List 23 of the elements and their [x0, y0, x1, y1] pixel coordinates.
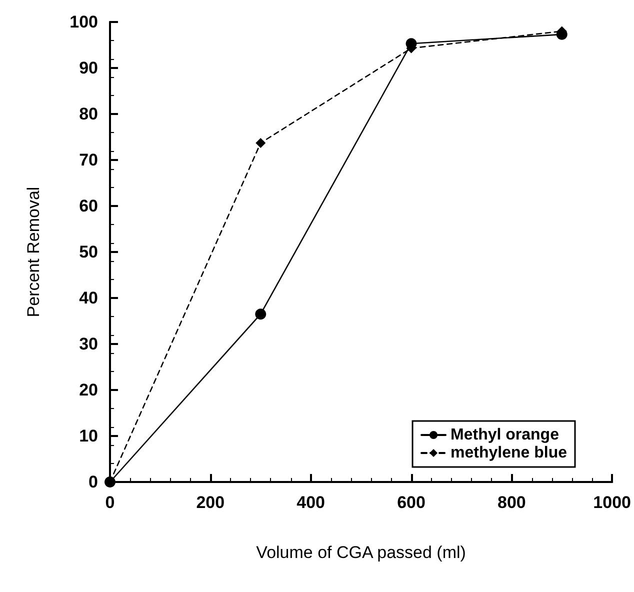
- y-tick-label: 50: [79, 242, 98, 262]
- y-axis-title: Percent Removal: [24, 186, 43, 318]
- y-tick-label: 70: [79, 150, 98, 170]
- y-tick-label: 20: [79, 380, 98, 400]
- point: [255, 308, 266, 320]
- y-tick-label: 30: [79, 334, 98, 354]
- x-axis-title: Volume of CGA passed (ml): [256, 543, 466, 562]
- x-tick-label: 600: [397, 493, 426, 512]
- legend-label: Methyl orange: [450, 426, 560, 444]
- x-tick-label: 0: [105, 493, 115, 512]
- x-tick-label: 1000: [593, 493, 632, 512]
- legend-label: methylene blue: [450, 444, 568, 462]
- y-tick-label: 100: [70, 12, 98, 32]
- y-tick-label: 40: [79, 288, 98, 308]
- y-tick-label: 60: [79, 196, 98, 216]
- x-tick-label: 800: [497, 493, 526, 512]
- point: [256, 138, 266, 148]
- x-tick-label: 400: [296, 493, 326, 512]
- y-tick-label: 0: [88, 472, 98, 492]
- x-tick-label: 200: [196, 493, 225, 512]
- y-tick-label: 80: [79, 104, 98, 124]
- y-tick-label: 10: [79, 426, 98, 446]
- y-tick-label: 90: [79, 58, 98, 78]
